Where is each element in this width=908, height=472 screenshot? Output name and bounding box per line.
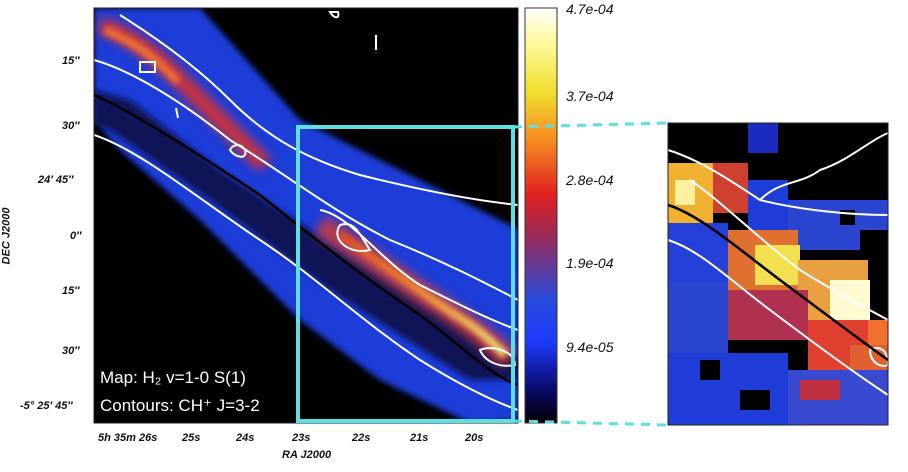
- zoom-connectors: [512, 121, 669, 427]
- inner-contour: [94, 93, 518, 387]
- x-axis-label: RA J2000: [282, 449, 332, 461]
- ra-tick: 5h 35m 26s: [98, 432, 158, 444]
- map-title: Map: H₂ v=1-0 S(1): [100, 368, 246, 387]
- zoom-inset: [667, 122, 890, 426]
- ra-tick: 21s: [410, 432, 429, 444]
- inset-inner-contour: [667, 203, 889, 362]
- ra-tick: 25s: [182, 432, 201, 444]
- ch-contours: [94, 11, 518, 411]
- zoom-box: [296, 125, 515, 423]
- inset-frame: [667, 122, 889, 426]
- colorbar-tick: 4.7e-04: [566, 1, 614, 17]
- dec-tick: 15″: [62, 285, 80, 297]
- colorbar-gradient: [524, 7, 558, 424]
- colorbar: [524, 7, 558, 424]
- ra-tick: 22s: [352, 432, 371, 444]
- colorbar-tick: 2.8e-04: [566, 172, 614, 188]
- emission-band-dark-gap: [94, 90, 518, 380]
- inset-pixels: [668, 123, 888, 425]
- dec-tick: 30″: [62, 345, 80, 357]
- ra-tick: 24s: [236, 432, 255, 444]
- colorbar-tick: 3.7e-04: [566, 88, 614, 104]
- dec-tick: -5° 25′ 45″: [20, 400, 73, 412]
- ra-tick: 20s: [465, 432, 484, 444]
- dec-tick: 15″: [62, 55, 80, 67]
- colorbar-tick: 9.4e-05: [566, 339, 614, 355]
- inset-contours: [667, 132, 890, 396]
- y-axis-label: DEC J2000: [0, 207, 13, 265]
- h2-map-panel: [93, 7, 519, 424]
- dec-tick: 0″: [70, 230, 82, 242]
- dec-tick: 24′ 45″: [38, 174, 74, 186]
- colorbar-tick: 1.9e-04: [566, 255, 614, 271]
- ra-tick: 23s: [292, 432, 311, 444]
- contour-title: Contours: CH⁺ J=3-2: [100, 396, 260, 415]
- dec-tick: 30″: [62, 120, 80, 132]
